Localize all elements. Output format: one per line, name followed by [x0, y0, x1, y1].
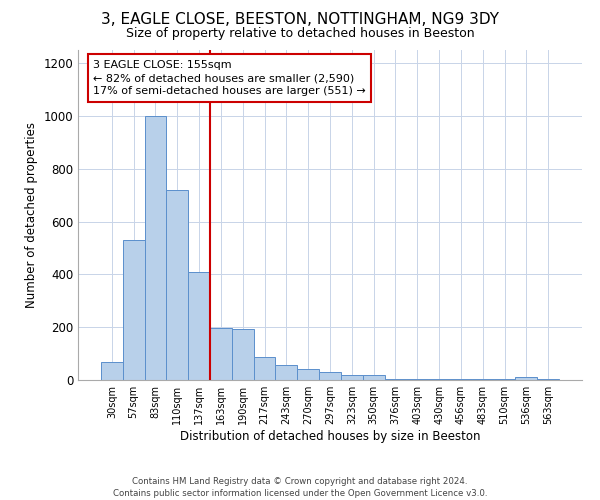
Bar: [123, 240, 145, 380]
Bar: [494, 378, 515, 380]
Bar: [145, 116, 166, 380]
Text: 3, EAGLE CLOSE, BEESTON, NOTTINGHAM, NG9 3DY: 3, EAGLE CLOSE, BEESTON, NOTTINGHAM, NG9…: [101, 12, 499, 28]
Bar: [385, 378, 406, 380]
Y-axis label: Number of detached properties: Number of detached properties: [25, 122, 38, 308]
Bar: [537, 378, 559, 380]
Bar: [101, 362, 123, 380]
Bar: [210, 328, 232, 380]
Bar: [297, 370, 319, 380]
Text: 3 EAGLE CLOSE: 155sqm
← 82% of detached houses are smaller (2,590)
17% of semi-d: 3 EAGLE CLOSE: 155sqm ← 82% of detached …: [93, 60, 366, 96]
Bar: [515, 378, 537, 380]
Bar: [254, 357, 275, 380]
Bar: [275, 364, 297, 380]
Bar: [188, 272, 210, 380]
Bar: [406, 378, 428, 380]
Bar: [341, 374, 363, 380]
Bar: [428, 378, 450, 380]
Text: Contains HM Land Registry data © Crown copyright and database right 2024.
Contai: Contains HM Land Registry data © Crown c…: [113, 476, 487, 498]
Bar: [319, 372, 341, 380]
Bar: [232, 328, 254, 380]
Bar: [450, 378, 472, 380]
Bar: [472, 378, 494, 380]
Bar: [363, 374, 385, 380]
Bar: [166, 190, 188, 380]
X-axis label: Distribution of detached houses by size in Beeston: Distribution of detached houses by size …: [180, 430, 480, 443]
Text: Size of property relative to detached houses in Beeston: Size of property relative to detached ho…: [125, 28, 475, 40]
